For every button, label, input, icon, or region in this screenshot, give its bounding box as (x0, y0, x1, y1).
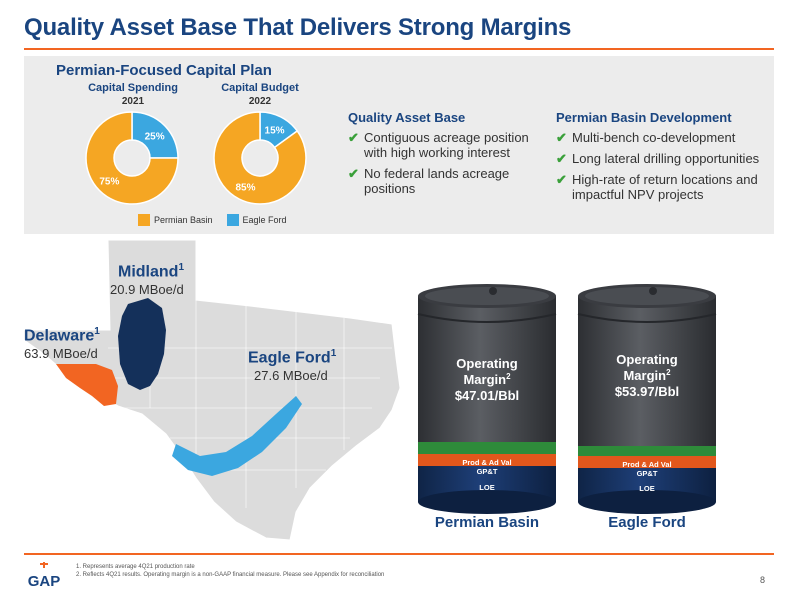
permian-margin-value: $47.01/Bbl (455, 388, 519, 403)
permian-bullet-3: ✔ High-rate of return locations and impa… (556, 172, 770, 202)
spending-donut: 25% 75% (85, 111, 179, 205)
spending-eagle-slice (131, 111, 179, 159)
midland-value: 20.9 MBoe/d (110, 282, 184, 297)
check-icon: ✔ (348, 166, 359, 181)
spending-label: Capital Spending (88, 82, 178, 94)
footnote-1: 1. Represents average 4Q21 production ra… (76, 564, 195, 570)
legend-permian-swatch (138, 214, 150, 226)
permian-seg-gpt: GP&T (477, 467, 498, 476)
spending-permian-slice (85, 111, 179, 205)
permian-dev-heading: Permian Basin Development (556, 110, 732, 125)
midland-region (118, 298, 166, 390)
check-icon: ✔ (556, 151, 567, 166)
legend-eagle-label: Eagle Ford (242, 215, 287, 225)
eagle-ford-value: 27.6 MBoe/d (254, 368, 328, 383)
capital-plan-title: Permian-Focused Capital Plan (56, 62, 272, 79)
eagle-seg-prod: Prod & Ad Val (622, 460, 671, 469)
eagle-barrel-label: Eagle Ford (608, 514, 686, 531)
footnotes: 1. Represents average 4Q21 production ra… (76, 563, 384, 579)
permian-barrel-label: Permian Basin (434, 514, 540, 531)
page-title: Quality Asset Base That Delivers Strong … (24, 14, 572, 41)
budget-label: Capital Budget (221, 82, 299, 94)
texas-map (23, 239, 400, 541)
permian-bullet-1-text: Multi-bench co-development (572, 130, 736, 145)
footnote-2: 2. Reflects 4Q21 results. Operating marg… (76, 572, 385, 578)
eagle-ford-name: Eagle Ford1 (248, 348, 337, 367)
delaware-value: 63.9 MBoe/d (24, 346, 98, 361)
budget-permian-label: 85% (235, 183, 255, 194)
spending-year: 2021 (121, 96, 145, 107)
permian-bullet-1: ✔ Multi-bench co-development (556, 130, 770, 145)
permian-bullet-2: ✔ Long lateral drilling opportunities (556, 151, 770, 166)
page-number: 8 (760, 575, 766, 585)
check-icon: ✔ (556, 172, 567, 187)
permian-seg-prod: Prod & Ad Val (462, 458, 511, 467)
eagle-seg-loe: LOE (639, 484, 654, 493)
permian-margin-line2: Margin2 (463, 372, 511, 387)
title-rule (24, 48, 774, 50)
barrel-permian (417, 284, 557, 514)
delaware-name: Delaware1 (24, 326, 100, 345)
eagle-seg-gpt: GP&T (637, 469, 658, 478)
check-icon: ✔ (556, 130, 567, 145)
permian-bullet-2-text: Long lateral drilling opportunities (572, 151, 760, 166)
gap-logo: GAP (28, 562, 61, 590)
budget-permian-slice (213, 111, 307, 205)
permian-margin-line1: Operating (456, 356, 517, 371)
quality-bullet-1-text: Contiguous acreage position with high wo… (364, 130, 529, 160)
permian-seg-loe: LOE (479, 483, 494, 492)
eagle-margin-line1: Operating (616, 352, 677, 367)
legend-eagle-swatch (226, 214, 239, 226)
footer-rule (24, 553, 774, 555)
donut-legend: Permian Basin Eagle Ford (138, 214, 287, 226)
legend-permian-label: Permian Basin (154, 215, 213, 225)
permian-bullet-3-text: High-rate of return locations and impact… (572, 172, 758, 202)
spending-permian-label: 75% (99, 177, 119, 188)
budget-year: 2022 (248, 96, 272, 107)
budget-eagle-label: 15% (265, 125, 285, 136)
quality-bullet-2: ✔ No federal lands acreage positions (348, 166, 548, 196)
budget-donut: 15% 85% (213, 111, 307, 205)
eagle-margin-line2: Margin2 (623, 368, 671, 383)
logo-text: GAP (28, 573, 61, 590)
check-icon: ✔ (348, 130, 359, 145)
barrel-eagle (577, 284, 717, 514)
quality-bullet-2-text: No federal lands acreage positions (364, 166, 510, 196)
eagle-margin-value: $53.97/Bbl (615, 384, 679, 399)
quality-bullet-1: ✔ Contiguous acreage position with high … (348, 130, 548, 160)
delaware-region (56, 364, 118, 406)
midland-name: Midland1 (118, 262, 184, 281)
spending-eagle-label: 25% (145, 131, 165, 142)
eagle-ford-region (172, 396, 302, 476)
quality-asset-heading: Quality Asset Base (348, 110, 466, 125)
